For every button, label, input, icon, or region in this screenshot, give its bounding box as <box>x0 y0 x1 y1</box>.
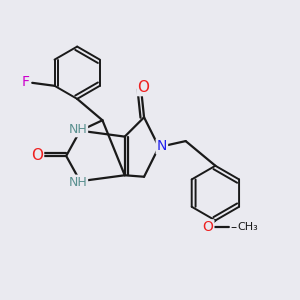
Text: O: O <box>137 80 149 95</box>
Text: F: F <box>22 75 30 89</box>
Text: —: — <box>231 221 243 234</box>
Text: N: N <box>157 140 167 153</box>
Text: CH₃: CH₃ <box>237 222 258 232</box>
Text: NH: NH <box>68 123 87 136</box>
Text: O: O <box>202 220 213 234</box>
Text: NH: NH <box>68 176 87 189</box>
Text: O: O <box>31 148 43 164</box>
